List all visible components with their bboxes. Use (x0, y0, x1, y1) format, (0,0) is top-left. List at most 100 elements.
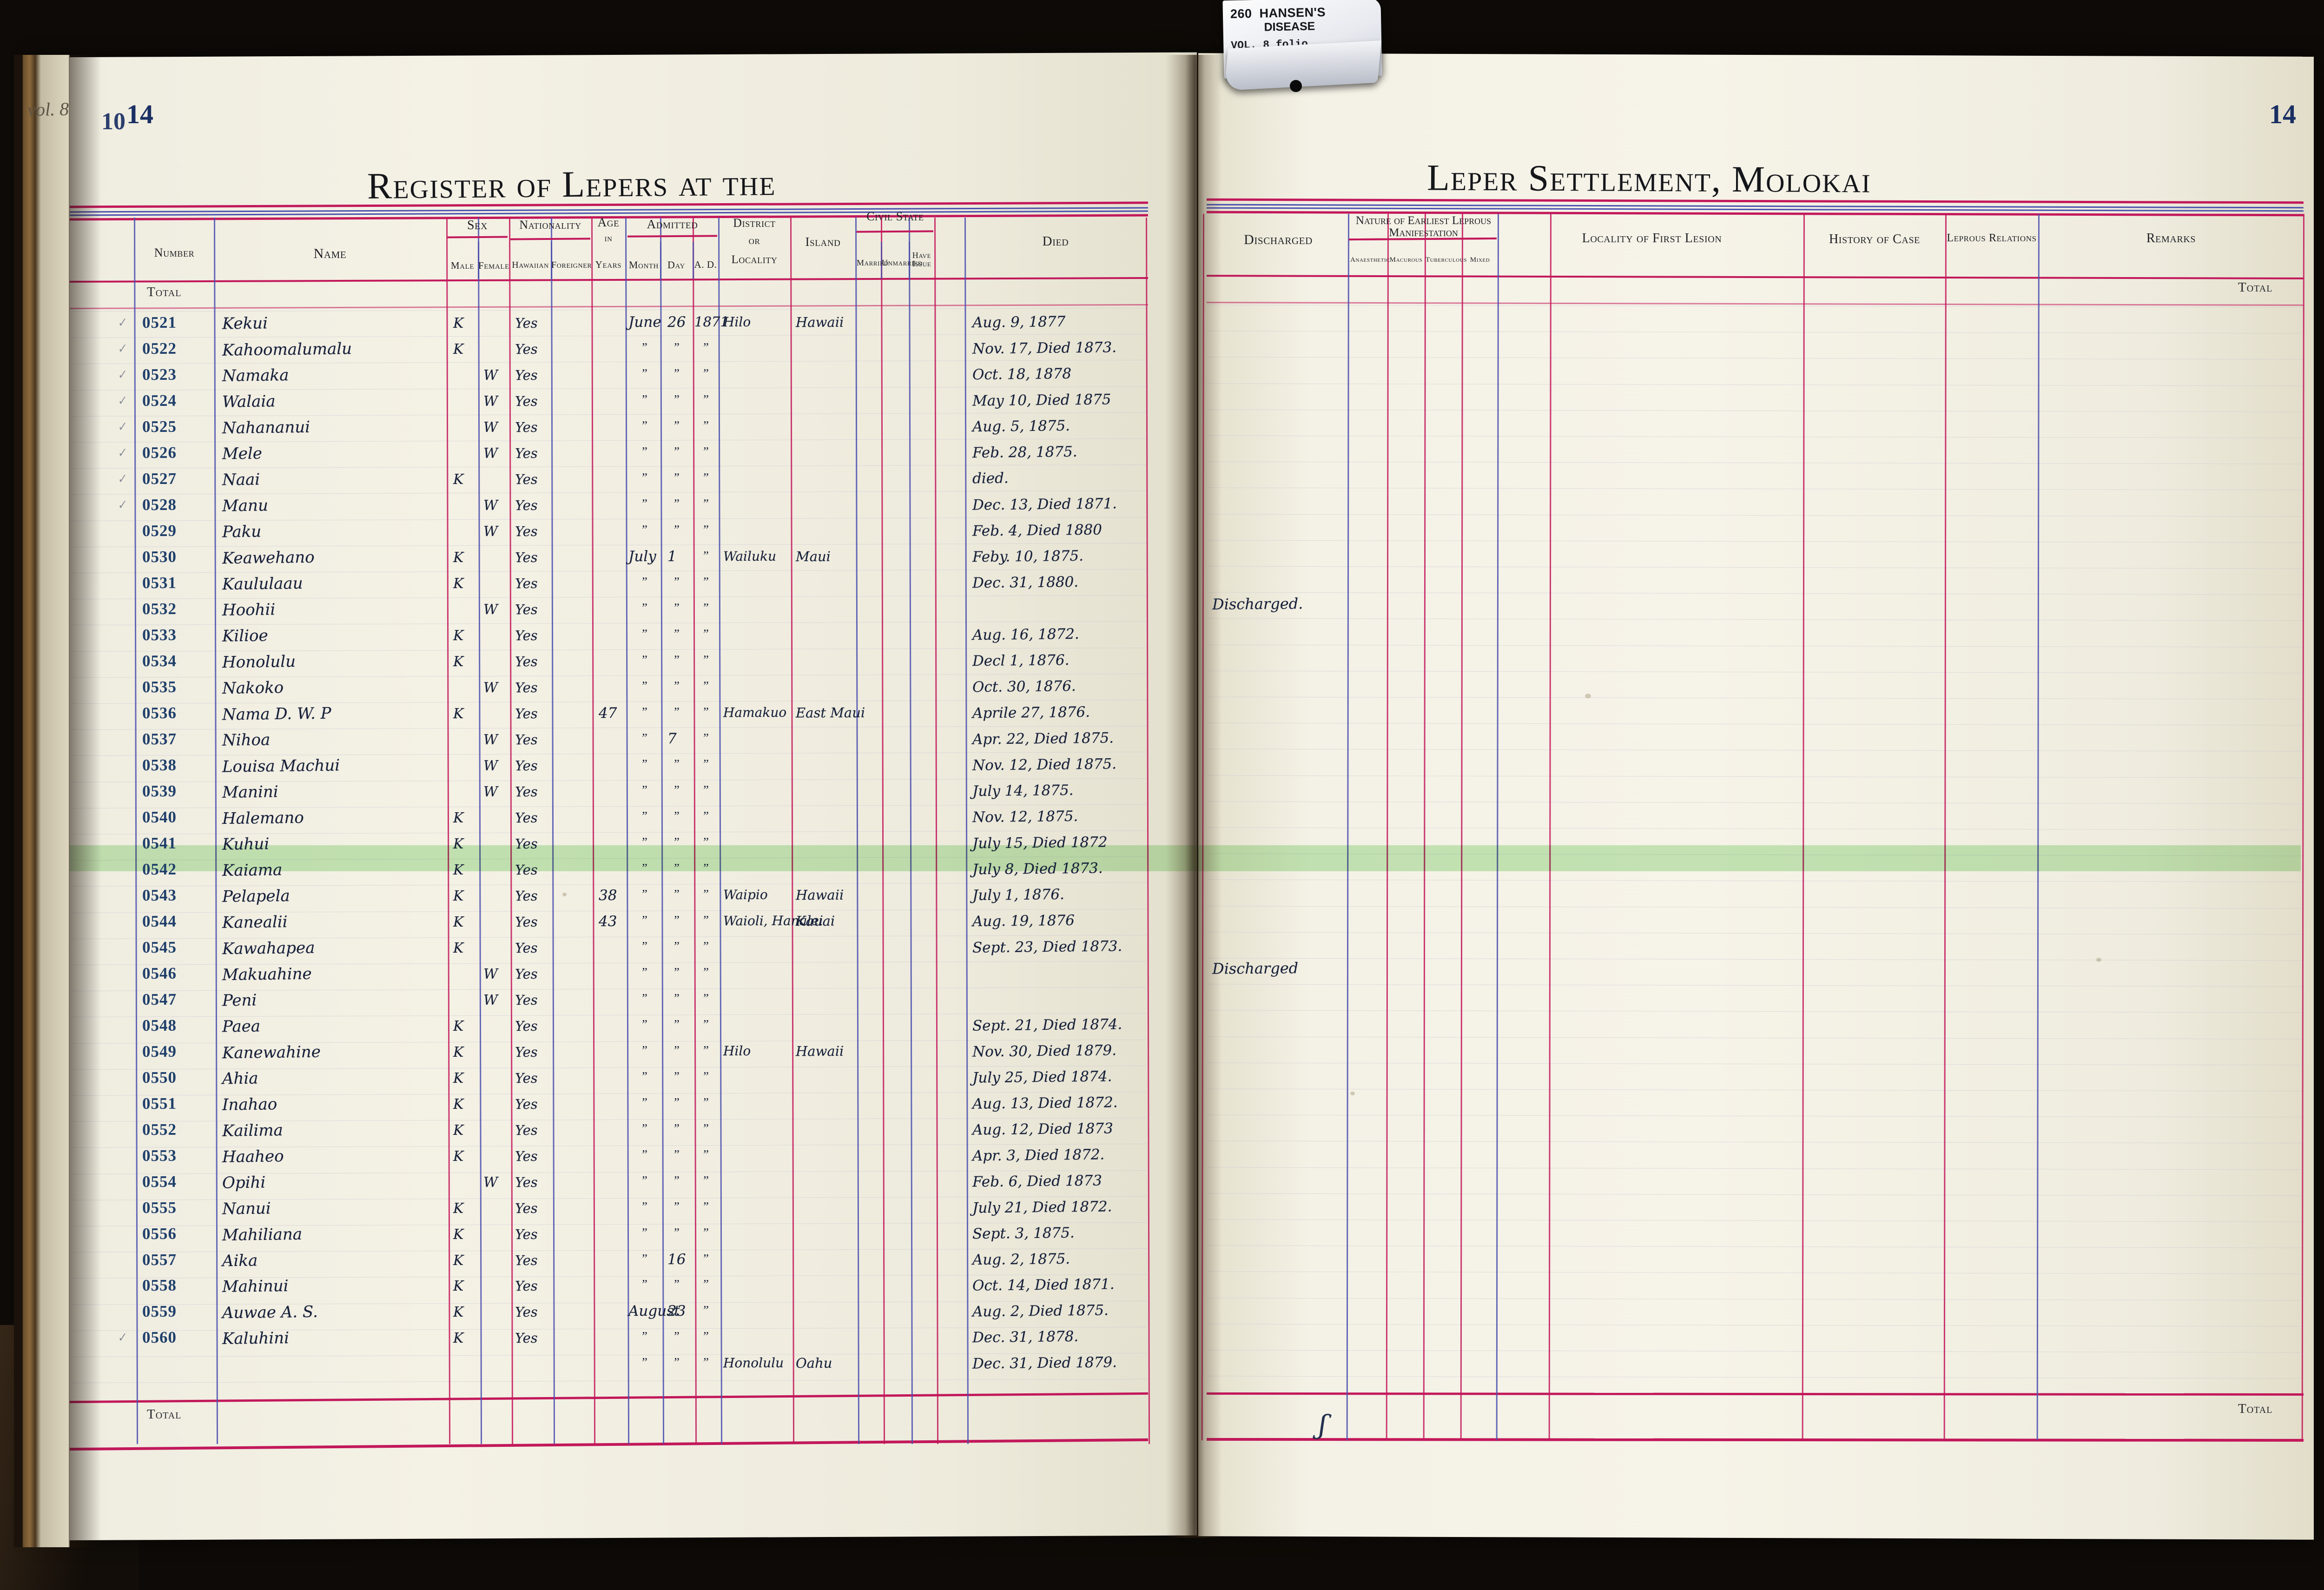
row-nationality-hawaiian: Yes (515, 1278, 538, 1294)
row-island: Hawaii (796, 314, 844, 331)
column-header: A. D. (694, 259, 717, 270)
row-admitted-day: ” (673, 913, 680, 927)
row-number: 0528 (142, 495, 177, 514)
row-admitted-day: 16 (667, 1251, 686, 1268)
row-name: Walaia (222, 392, 276, 411)
row-nationality-hawaiian: Yes (515, 966, 538, 982)
row-admitted-month: ” (640, 626, 648, 641)
row-nationality-hawaiian: Yes (515, 627, 538, 643)
column-header: or (748, 235, 760, 247)
row-number: 0521 (142, 313, 177, 332)
row-name: Paea (222, 1017, 261, 1036)
column-header: Mixed (1470, 256, 1490, 264)
row-nationality-hawaiian: Yes (515, 1252, 538, 1268)
row-nationality-hawaiian: Yes (515, 914, 538, 930)
row-died: Nov. 12, Died 1875. (972, 755, 1117, 774)
row-admitted-ad: ” (702, 861, 709, 875)
row-admitted-day: ” (673, 366, 680, 380)
left-page-inner-number: 10 (101, 108, 125, 135)
row-name: Nihoa (222, 730, 271, 750)
row-sex-male: K (453, 1070, 464, 1086)
row-sex-female: W (483, 731, 498, 748)
column-header: in (604, 232, 613, 244)
row-died: Dec. 13, Died 1871. (972, 495, 1117, 514)
row-name: Nanui (222, 1199, 271, 1219)
row-admitted-month: ” (640, 1069, 648, 1083)
row-sex-male: K (453, 1018, 464, 1034)
row-name: Naai (222, 470, 260, 490)
row-nationality-hawaiian: Yes (515, 1304, 538, 1320)
row-sex-male: K (453, 471, 464, 488)
row-admitted-ad: ” (702, 366, 709, 380)
row-admitted-day: ” (673, 600, 680, 615)
row-admitted-ad: ” (702, 1303, 709, 1318)
row-admitted-month: ” (640, 366, 648, 380)
row-nationality-hawaiian: Yes (515, 523, 538, 539)
row-number: 0555 (142, 1198, 177, 1217)
row-admitted-month: ” (640, 652, 648, 667)
row-admitted-ad: ” (702, 1277, 709, 1292)
row-age: 47 (599, 704, 617, 722)
row-district: Waipio (723, 887, 768, 902)
row-admitted-ad: ” (702, 782, 709, 797)
row-nationality-hawaiian: Yes (515, 393, 538, 410)
row-name: Mahinui (222, 1277, 289, 1297)
row-number: 0553 (142, 1146, 177, 1165)
row-nationality-hawaiian: Yes (515, 1330, 538, 1346)
row-admitted-month: ” (640, 913, 648, 927)
column-header: Hawaiian (512, 260, 549, 270)
row-nationality-hawaiian: Yes (515, 992, 538, 1008)
paper-blemish (1350, 1092, 1355, 1095)
column-header: Years (595, 259, 622, 270)
row-admitted-day: ” (673, 652, 680, 667)
row-died: Sept. 23, Died 1873. (972, 937, 1122, 956)
row-admitted-month: ” (640, 887, 648, 901)
row-admitted-day: ” (673, 444, 680, 458)
row-admitted-day: ” (673, 887, 680, 901)
column-header: Island (805, 235, 841, 249)
row-name: Makuahine (222, 964, 312, 984)
row-nationality-hawaiian: Yes (515, 861, 538, 878)
row-nationality-hawaiian: Yes (515, 1226, 538, 1242)
row-sex-male: K (453, 1148, 464, 1165)
row-number: 0526 (142, 443, 177, 462)
column-header: Nature of Earliest Leprous Manifestation (1355, 214, 1492, 239)
row-sex-male: K (453, 705, 464, 722)
row-number: 0541 (142, 834, 177, 852)
row-admitted-month: ” (640, 340, 648, 355)
row-died: July 1, 1876. (972, 886, 1064, 904)
row-died: Nov. 30, Died 1879. (972, 1041, 1117, 1060)
row-died: Sept. 21, Died 1874. (972, 1015, 1122, 1034)
row-name: Kahoomalumalu (222, 339, 352, 360)
row-nationality-hawaiian: Yes (515, 419, 538, 436)
row-admitted-ad: ” (702, 808, 709, 823)
column-header: Foreigner (551, 260, 592, 270)
row-admitted-month: June (628, 313, 661, 331)
row-admitted-month: ” (640, 939, 648, 953)
row-sex-male: K (453, 549, 464, 566)
column-header: Nationality (519, 218, 581, 232)
row-admitted-day: 26 (667, 313, 686, 331)
row-number: 0530 (142, 547, 177, 566)
row-admitted-month: ” (640, 444, 648, 458)
row-sex-female: W (483, 757, 498, 774)
row-admitted-month: ” (640, 1043, 648, 1057)
row-name: Manu (222, 496, 269, 516)
row-admitted-day: ” (673, 392, 680, 406)
row-admitted-month: ” (640, 1017, 648, 1031)
row-admitted-month: ” (640, 1355, 648, 1370)
row-died: Aug. 9, 1877 (972, 313, 1066, 331)
left-page-title: Register of Lepers at the (367, 162, 776, 207)
row-sex-male: K (453, 809, 464, 826)
row-died: Oct. 14, Died 1871. (972, 1276, 1115, 1295)
row-admitted-ad: ” (702, 913, 709, 927)
row-admitted-day: ” (673, 678, 680, 693)
row-sex-male: K (453, 940, 464, 956)
row-nationality-hawaiian: Yes (515, 1200, 538, 1216)
row-admitted-day: ” (673, 1121, 680, 1135)
row-admitted-ad: ” (702, 939, 709, 953)
row-admitted-ad: ” (702, 704, 709, 719)
column-header: Married (857, 258, 889, 267)
row-sex-female: W (483, 393, 498, 410)
row-name: Kailima (222, 1120, 283, 1140)
